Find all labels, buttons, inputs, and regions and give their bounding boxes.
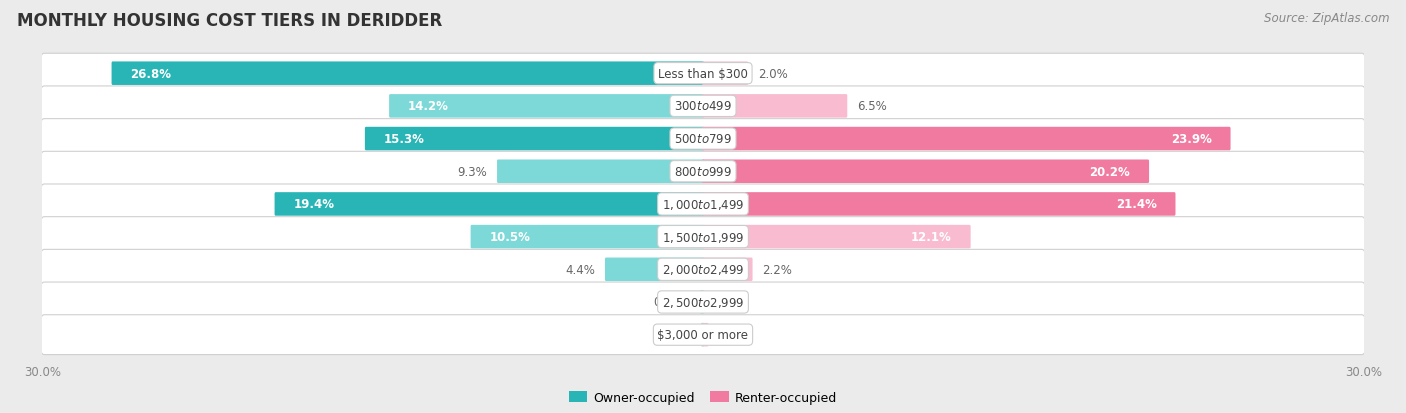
Text: 4.4%: 4.4% bbox=[565, 263, 595, 276]
FancyBboxPatch shape bbox=[700, 290, 704, 314]
FancyBboxPatch shape bbox=[702, 193, 1175, 216]
Text: 20.2%: 20.2% bbox=[1090, 165, 1130, 178]
Text: 26.8%: 26.8% bbox=[131, 68, 172, 81]
FancyBboxPatch shape bbox=[389, 95, 704, 119]
FancyBboxPatch shape bbox=[702, 258, 752, 281]
Text: $1,000 to $1,499: $1,000 to $1,499 bbox=[662, 197, 744, 211]
Text: 6.5%: 6.5% bbox=[858, 100, 887, 113]
Text: MONTHLY HOUSING COST TIERS IN DERIDDER: MONTHLY HOUSING COST TIERS IN DERIDDER bbox=[17, 12, 441, 30]
Text: 23.9%: 23.9% bbox=[1171, 133, 1212, 146]
Text: 14.2%: 14.2% bbox=[408, 100, 449, 113]
FancyBboxPatch shape bbox=[605, 258, 704, 281]
Text: Source: ZipAtlas.com: Source: ZipAtlas.com bbox=[1264, 12, 1389, 25]
Text: 0.2%: 0.2% bbox=[718, 328, 748, 341]
Text: $800 to $999: $800 to $999 bbox=[673, 165, 733, 178]
Text: $2,000 to $2,499: $2,000 to $2,499 bbox=[662, 263, 744, 277]
FancyBboxPatch shape bbox=[41, 282, 1365, 322]
FancyBboxPatch shape bbox=[702, 95, 848, 119]
FancyBboxPatch shape bbox=[41, 250, 1365, 290]
Text: 2.2%: 2.2% bbox=[762, 263, 793, 276]
Text: 15.3%: 15.3% bbox=[384, 133, 425, 146]
FancyBboxPatch shape bbox=[702, 323, 709, 347]
FancyBboxPatch shape bbox=[41, 54, 1365, 94]
FancyBboxPatch shape bbox=[702, 323, 704, 347]
Text: $2,500 to $2,999: $2,500 to $2,999 bbox=[662, 295, 744, 309]
FancyBboxPatch shape bbox=[41, 87, 1365, 126]
Text: Less than $300: Less than $300 bbox=[658, 68, 748, 81]
Text: 2.0%: 2.0% bbox=[758, 68, 787, 81]
Text: 0.08%: 0.08% bbox=[654, 296, 690, 309]
FancyBboxPatch shape bbox=[366, 128, 704, 151]
Text: $1,500 to $1,999: $1,500 to $1,999 bbox=[662, 230, 744, 244]
FancyBboxPatch shape bbox=[41, 119, 1365, 159]
Text: 21.4%: 21.4% bbox=[1116, 198, 1157, 211]
FancyBboxPatch shape bbox=[702, 160, 1149, 183]
FancyBboxPatch shape bbox=[41, 185, 1365, 224]
FancyBboxPatch shape bbox=[41, 152, 1365, 192]
Text: 9.3%: 9.3% bbox=[457, 165, 486, 178]
FancyBboxPatch shape bbox=[498, 160, 704, 183]
FancyBboxPatch shape bbox=[41, 217, 1365, 257]
FancyBboxPatch shape bbox=[111, 62, 704, 86]
Text: $300 to $499: $300 to $499 bbox=[673, 100, 733, 113]
Text: 12.1%: 12.1% bbox=[911, 230, 952, 244]
Text: $3,000 or more: $3,000 or more bbox=[658, 328, 748, 341]
FancyBboxPatch shape bbox=[702, 128, 1230, 151]
FancyBboxPatch shape bbox=[471, 225, 704, 249]
FancyBboxPatch shape bbox=[702, 62, 748, 86]
Text: 0.0%: 0.0% bbox=[714, 296, 744, 309]
Text: 10.5%: 10.5% bbox=[489, 230, 530, 244]
Text: $500 to $799: $500 to $799 bbox=[673, 133, 733, 146]
FancyBboxPatch shape bbox=[41, 315, 1365, 355]
Legend: Owner-occupied, Renter-occupied: Owner-occupied, Renter-occupied bbox=[564, 386, 842, 409]
FancyBboxPatch shape bbox=[702, 225, 970, 249]
Text: 0.04%: 0.04% bbox=[654, 328, 692, 341]
Text: 19.4%: 19.4% bbox=[294, 198, 335, 211]
FancyBboxPatch shape bbox=[274, 193, 704, 216]
